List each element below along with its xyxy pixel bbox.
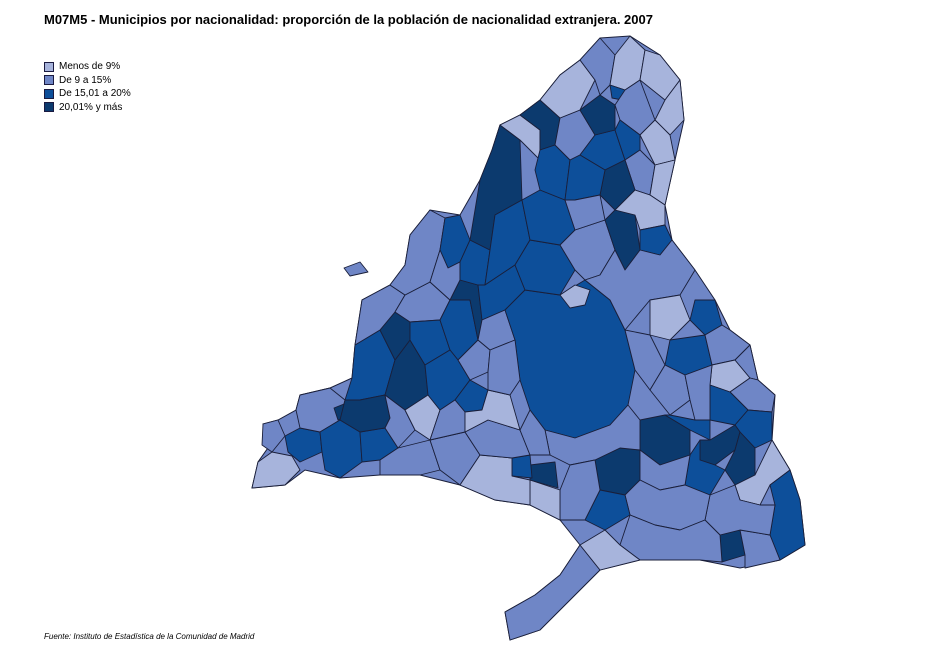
municipality xyxy=(519,409,551,456)
legend-label-top: 20,01% y más xyxy=(59,101,123,113)
municipality xyxy=(584,239,696,331)
map-legend: Menos de 9% De 9 a 15% De 15,01 a 20% 20… xyxy=(44,60,131,114)
municipality xyxy=(579,94,616,136)
legend-item-mid: De 9 a 15% xyxy=(44,74,131,88)
source-note: Fuente: Instituto de Estadística de la C… xyxy=(44,632,255,641)
municipality xyxy=(487,339,521,396)
municipality xyxy=(544,404,641,466)
municipality xyxy=(511,454,533,479)
legend-label-low: Menos de 9% xyxy=(59,61,121,73)
legend-item-low: Menos de 9% xyxy=(44,60,131,74)
legend-swatch-high xyxy=(44,88,54,99)
legend-label-high: De 15,01 a 20% xyxy=(59,88,131,100)
municipality xyxy=(769,469,806,561)
municipality xyxy=(639,119,676,166)
legend-swatch-mid xyxy=(44,75,54,86)
legend-item-top: 20,01% y más xyxy=(44,101,131,115)
legend-item-high: De 15,01 a 20% xyxy=(44,87,131,101)
legend-label-mid: De 9 a 15% xyxy=(59,74,112,86)
municipality xyxy=(654,79,685,136)
municipality xyxy=(459,454,531,506)
municipality xyxy=(649,294,691,341)
municipality xyxy=(579,529,641,571)
legend-swatch-top xyxy=(44,102,54,113)
municipality xyxy=(343,261,369,277)
municipality xyxy=(251,451,301,489)
legend-swatch-low xyxy=(44,61,54,72)
municipality xyxy=(504,544,601,641)
municipality xyxy=(261,419,286,453)
map-title: M07M5 - Municipios por nacionalidad: pro… xyxy=(44,12,653,27)
municipality xyxy=(564,194,606,231)
municipality xyxy=(559,284,591,309)
